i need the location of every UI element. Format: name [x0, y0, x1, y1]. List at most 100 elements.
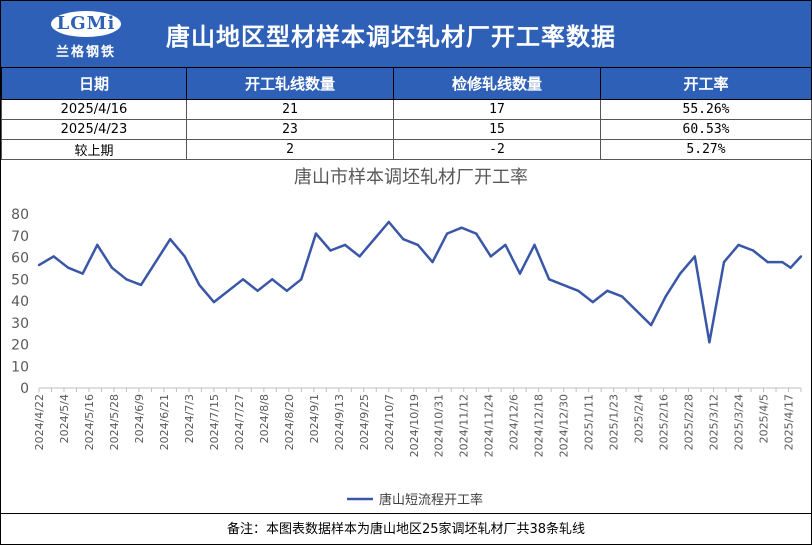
stats-table: 日期 开工轧线数量 检修轧线数量 开工率 2025/4/16 21 17 55.…	[1, 67, 812, 160]
data-point	[708, 341, 711, 344]
data-point	[416, 243, 420, 247]
table-cell: 60.53%	[600, 119, 812, 140]
y-tick-label: 10	[11, 359, 29, 375]
x-tick-label: 2025/4/5	[758, 394, 771, 443]
data-point	[314, 232, 318, 235]
table-cell: 较上期	[1, 139, 187, 160]
table-header-row: 日期 开工轧线数量 检修轧线数量 开工率	[1, 67, 812, 100]
table-cell: 5.27%	[600, 139, 812, 160]
x-tick-label: 2024/9/1	[308, 394, 321, 443]
data-point	[591, 300, 594, 304]
x-tick-label: 2024/7/15	[208, 394, 221, 450]
data-point	[431, 260, 434, 264]
data-point	[489, 255, 492, 258]
table-cell: 15	[393, 119, 601, 140]
data-point	[110, 266, 114, 269]
table-cell: 21	[186, 99, 394, 120]
series-line	[38, 220, 802, 344]
data-point	[547, 278, 551, 281]
x-tick-label: 2024/8/8	[258, 394, 271, 443]
data-point	[212, 300, 216, 304]
data-point	[343, 243, 347, 247]
data-point	[285, 289, 288, 292]
x-tick-label: 2025/3/12	[708, 394, 721, 450]
data-point	[445, 232, 449, 235]
data-point	[737, 243, 740, 247]
data-point	[679, 272, 682, 275]
data-point	[722, 260, 726, 264]
table-cell: 17	[393, 99, 601, 120]
x-tick-label: 2025/1/11	[583, 394, 596, 450]
table-row: 2025/4/23 23 15 60.53%	[1, 119, 812, 140]
data-point	[799, 255, 803, 258]
data-point	[789, 266, 792, 269]
y-tick-label: 30	[11, 316, 29, 332]
y-tick-label: 50	[11, 272, 29, 288]
line-chart: 唐山市样本调坯轧材厂开工率 0 10 20 30 40 50 60 70 80 2024/4/2…	[11, 167, 803, 508]
x-tick-label: 2025/1/23	[608, 394, 621, 450]
data-point	[125, 278, 128, 281]
data-point	[329, 249, 332, 252]
logo-text: LGMi	[56, 13, 116, 34]
data-point	[37, 263, 41, 267]
logo-subtext: 兰格钢铁	[55, 45, 116, 60]
data-point	[620, 295, 624, 298]
column-header-date: 日期	[1, 67, 187, 100]
data-point	[781, 260, 784, 264]
x-tick-label: 2025/2/4	[633, 394, 646, 443]
x-tick-label: 2024/6/21	[158, 394, 171, 450]
x-tick-label: 2025/2/28	[683, 394, 696, 450]
x-tick-label: 2024/10/31	[433, 394, 446, 457]
data-point	[475, 232, 478, 235]
legend-label: 唐山短流程开工率	[379, 492, 483, 508]
data-point	[183, 255, 186, 258]
table-cell: 2	[186, 139, 394, 160]
y-tick-label: 40	[11, 294, 29, 310]
y-tick-label: 60	[11, 251, 29, 267]
data-point	[766, 260, 769, 264]
column-header-active-lines: 开工轧线数量	[186, 67, 394, 100]
x-tick-label: 2024/9/13	[333, 394, 346, 450]
data-point	[504, 243, 507, 247]
column-header-maintenance-lines: 检修轧线数量	[393, 67, 601, 100]
data-point	[577, 289, 580, 292]
data-point	[52, 255, 55, 258]
data-point	[649, 323, 653, 327]
legend: 唐山短流程开工率	[347, 492, 483, 508]
lange-steel-logo: LGMi 兰格钢铁	[41, 9, 131, 61]
data-point	[402, 238, 405, 241]
x-tick-label: 2024/5/16	[83, 394, 96, 450]
x-tick-label: 2024/5/28	[108, 394, 121, 450]
column-header-operating-rate: 开工率	[600, 67, 812, 100]
header-banner: LGMi 兰格钢铁 唐山地区型材样本调坯轧材厂开工率数据	[1, 1, 811, 67]
x-tick-label: 2024/7/3	[183, 394, 196, 443]
data-point	[460, 226, 463, 229]
data-point	[271, 278, 274, 281]
table-cell: 2025/4/23	[1, 119, 187, 140]
x-tick-label: 2024/11/12	[458, 394, 471, 457]
data-point	[96, 243, 99, 247]
chart-title: 唐山市样本调坯轧材厂开工率	[294, 167, 528, 188]
data-point	[241, 278, 245, 281]
table-row: 较上期 2 -2 5.27%	[1, 139, 812, 160]
page-title: 唐山地区型材样本调坯轧材厂开工率数据	[166, 23, 616, 51]
footer-note: 备注：本图表数据样本为唐山地区25家调坯轧材厂共38条轧线	[1, 513, 811, 545]
x-tick-label: 2024/11/24	[483, 394, 496, 457]
x-tick-label: 2025/2/16	[658, 394, 671, 450]
x-tick-label: 2024/9/25	[358, 394, 371, 450]
data-point	[518, 272, 522, 275]
x-tick-label: 2024/6/9	[133, 394, 146, 443]
data-point	[606, 289, 609, 292]
data-point	[358, 255, 361, 258]
y-axis: 0 10 20 30 40 50 60 70 80	[11, 207, 29, 397]
data-point	[256, 289, 259, 292]
x-tick-label: 2025/4/17	[783, 394, 796, 450]
x-tick-label: 2024/12/30	[558, 394, 571, 457]
data-point	[387, 220, 390, 224]
x-axis: 2024/4/22 2024/5/4 2024/5/16 2024/5/28 2024/…	[33, 387, 802, 457]
series-layer	[37, 220, 803, 344]
x-tick-label: 2024/12/6	[508, 394, 521, 450]
y-tick-label: 80	[11, 207, 29, 223]
x-tick-label: 2024/10/7	[383, 394, 396, 450]
data-point	[139, 283, 143, 287]
